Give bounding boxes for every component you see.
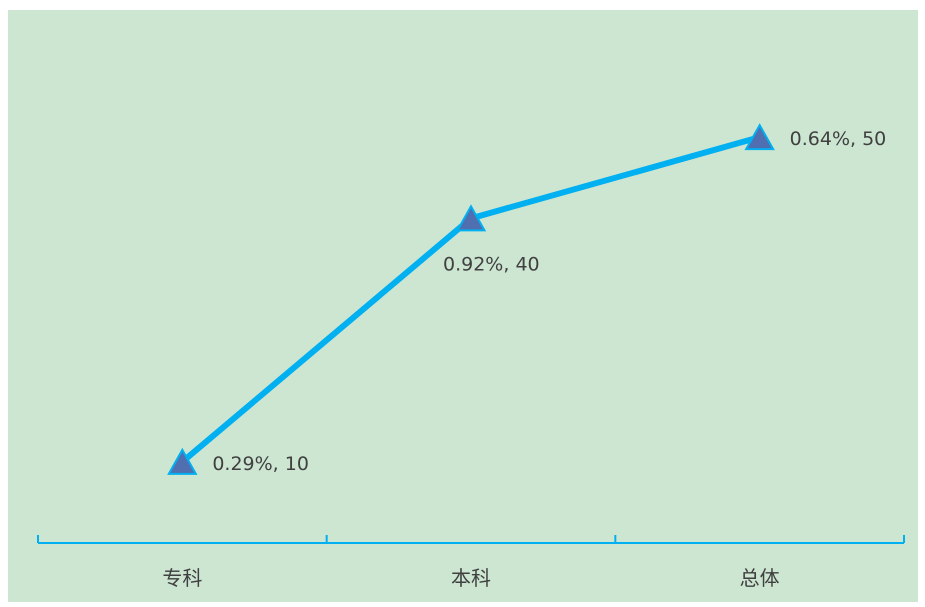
x-tick-label: 本科 bbox=[451, 566, 491, 590]
data-point-marker bbox=[744, 123, 775, 151]
data-label-layer: 0.29%, 10 0.92%, 40 0.64%, 50 bbox=[212, 128, 886, 475]
data-label: 0.29%, 10 bbox=[212, 453, 309, 475]
plot-background bbox=[8, 10, 918, 602]
data-point-marker bbox=[455, 204, 487, 232]
data-label: 0.64%, 50 bbox=[790, 128, 887, 150]
data-point-marker bbox=[167, 447, 198, 475]
x-tick-label: 总体 bbox=[740, 566, 780, 590]
x-tick-label: 专科 bbox=[162, 566, 202, 590]
data-label: 0.92%, 40 bbox=[443, 253, 540, 275]
x-axis: 专科 本科 总体 bbox=[37, 535, 905, 590]
marker-layer bbox=[167, 123, 775, 475]
